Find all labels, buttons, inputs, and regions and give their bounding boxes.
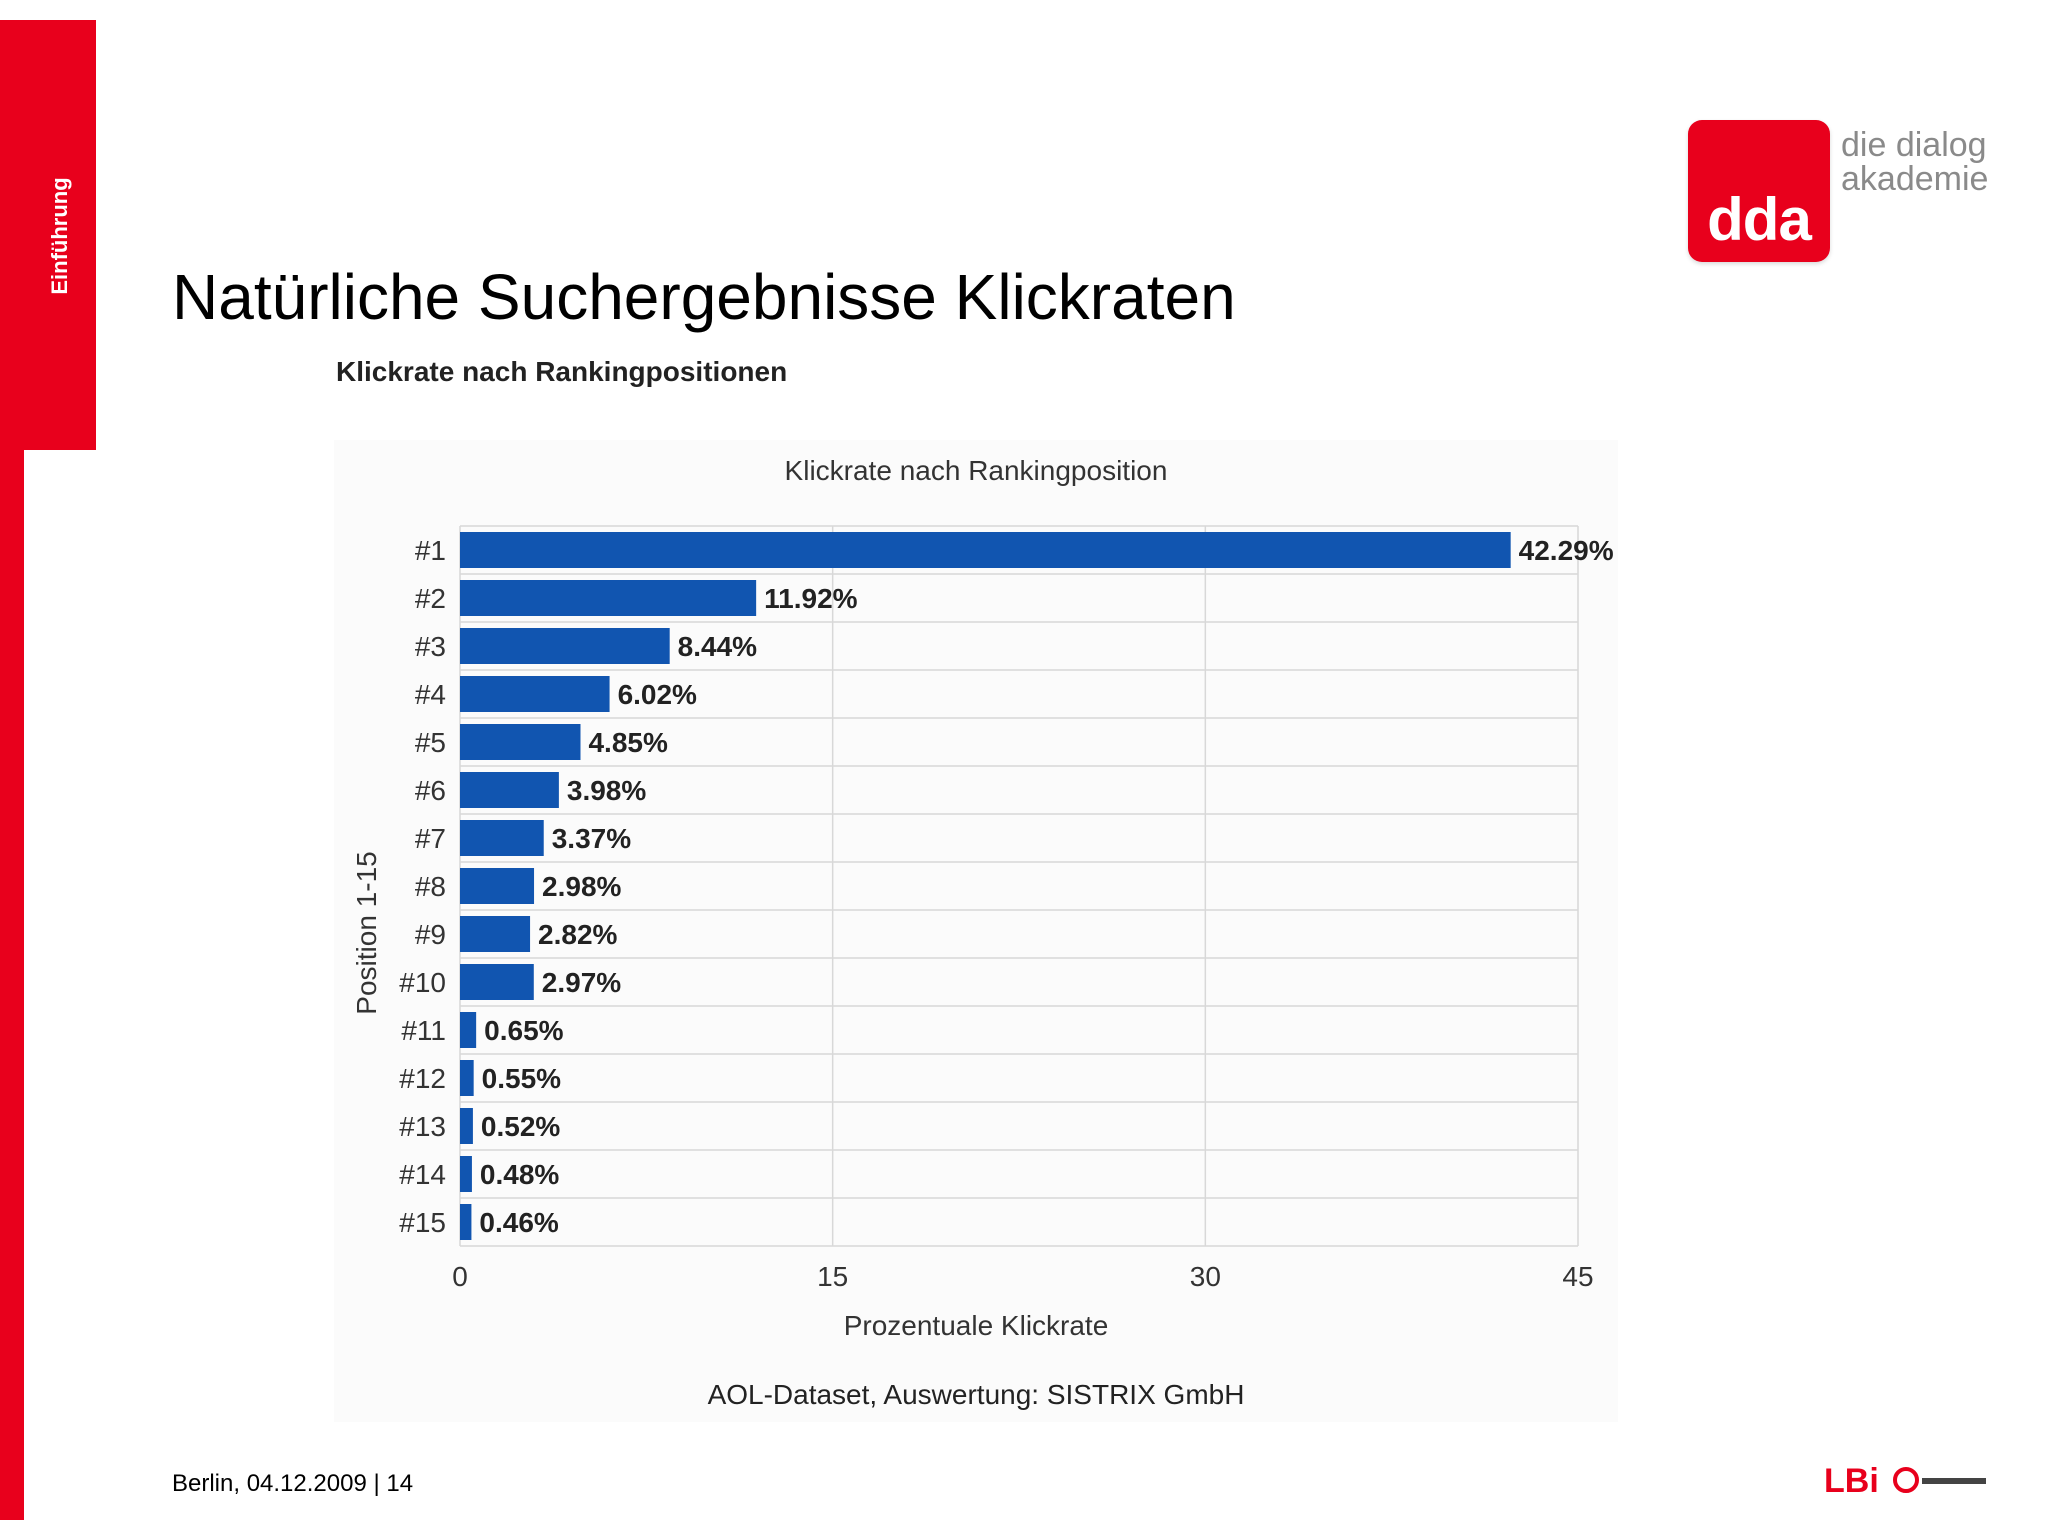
chart-x-ticks: 0 15 30 45: [452, 1261, 1593, 1292]
category-label: #12: [399, 1063, 446, 1094]
partner-logo-text: LBi: [1824, 1462, 1879, 1500]
data-label: 2.98%: [542, 871, 621, 902]
bar: [460, 580, 757, 616]
dda-logo: dda: [1688, 120, 1830, 262]
data-label: 3.37%: [552, 823, 631, 854]
logo-claim: die dialog akademie: [1841, 128, 1988, 196]
category-label: #2: [415, 583, 446, 614]
data-label: 2.82%: [538, 919, 617, 950]
data-label: 8.44%: [678, 631, 757, 662]
data-label: 0.48%: [480, 1159, 559, 1190]
category-label: #8: [415, 871, 446, 902]
chart-bars: #1 42.29% #2 11.92% #3 8.44% #4 6.02% #5 4.85% #6 3…: [399, 532, 1614, 1240]
data-label: 0.65%: [484, 1015, 563, 1046]
chart-source: AOL-Dataset, Auswertung: SISTRIX GmbH: [708, 1379, 1245, 1410]
bar: [460, 772, 559, 808]
chart-title: Klickrate nach Rankingposition: [785, 455, 1168, 486]
data-label: 11.92%: [764, 583, 858, 614]
x-axis-label: Prozentuale Klickrate: [844, 1310, 1109, 1341]
logo-claim-line2: akademie: [1841, 160, 1989, 198]
data-label: 0.52%: [481, 1111, 560, 1142]
x-tick-label: 45: [1562, 1261, 1593, 1292]
chart-heading: Klickrate nach Rankingpositionen: [336, 356, 788, 387]
bar: [460, 1108, 473, 1144]
category-label: #11: [401, 1015, 446, 1046]
category-label: #6: [415, 775, 446, 806]
data-label: 3.98%: [567, 775, 646, 806]
slide-title: Natürliche Suchergebnisse Klickraten: [172, 261, 1236, 333]
category-label: #14: [399, 1159, 446, 1190]
partner-mark-icon: [1893, 1467, 1986, 1493]
category-label: #1: [415, 535, 446, 566]
logo-claim-line1: die dialog: [1841, 126, 1987, 164]
section-label: Einführung: [47, 177, 72, 295]
footer-text: Berlin, 04.12.2009 | 14: [172, 1470, 414, 1497]
bar: [460, 676, 610, 712]
data-label: 0.55%: [482, 1063, 561, 1094]
bar: [460, 628, 670, 664]
category-label: #13: [399, 1111, 446, 1142]
bar: [460, 1204, 472, 1240]
sidebar-accent-block: [0, 20, 96, 450]
partner-logo: LBi: [1824, 1460, 1994, 1504]
data-label: 4.85%: [588, 727, 667, 758]
bar: [460, 532, 1511, 568]
category-label: #4: [415, 679, 446, 710]
bar: [460, 1156, 472, 1192]
category-label: #7: [415, 823, 446, 854]
bar: [460, 916, 531, 952]
category-label: #15: [399, 1207, 446, 1238]
bar: [460, 1060, 474, 1096]
category-label: #9: [415, 919, 446, 950]
x-tick-label: 0: [452, 1261, 468, 1292]
data-label: 42.29%: [1519, 535, 1614, 566]
category-label: #3: [415, 631, 446, 662]
category-label: #5: [415, 727, 446, 758]
x-tick-label: 15: [817, 1261, 848, 1292]
data-label: 2.97%: [542, 967, 621, 998]
bar-chart: Klickrate nach Rankingposition #1 42.29%#…: [351, 455, 1614, 1410]
sidebar-accent-line: [0, 450, 24, 1520]
category-label: #10: [399, 967, 446, 998]
chart-grid: [459, 525, 1579, 1247]
bar: [460, 868, 535, 904]
data-label: 6.02%: [618, 679, 697, 710]
y-axis-label: Position 1-15: [351, 851, 382, 1014]
x-tick-label: 30: [1190, 1261, 1221, 1292]
logo-text: dda: [1707, 186, 1812, 253]
bar: [460, 964, 534, 1000]
bar: [460, 1012, 477, 1048]
data-label: 0.46%: [479, 1207, 558, 1238]
bar: [460, 820, 544, 856]
chart-panel: Klickrate nach Rankingposition #1 42.29% #…: [334, 440, 1618, 1422]
bar: [460, 724, 581, 760]
